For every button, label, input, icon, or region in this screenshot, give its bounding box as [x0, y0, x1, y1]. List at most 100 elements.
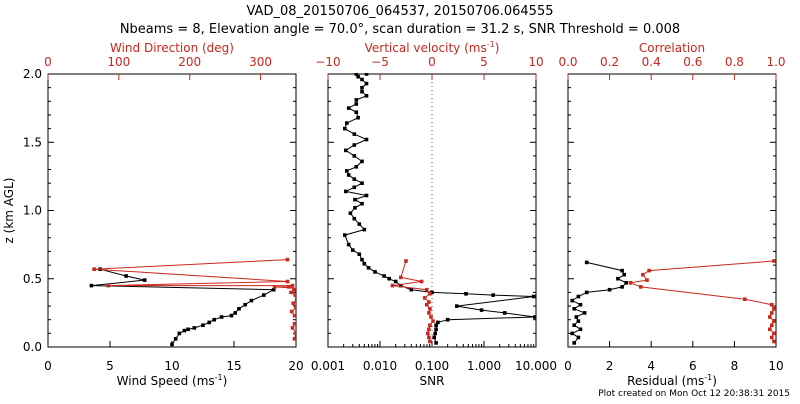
x-bottom-tick-label: 0	[564, 359, 572, 373]
data-point	[360, 159, 364, 164]
data-point	[434, 341, 438, 345]
data-point	[432, 335, 436, 340]
x-bottom-tick-label: 8	[731, 359, 739, 373]
data-point	[356, 115, 360, 120]
data-point	[393, 279, 398, 284]
data-point	[647, 268, 651, 273]
data-point	[433, 331, 437, 336]
data-point	[645, 278, 649, 282]
data-point	[429, 315, 433, 319]
data-point	[354, 98, 359, 102]
data-point	[578, 327, 583, 332]
data-point	[419, 279, 424, 284]
data-point	[295, 286, 296, 291]
data-point	[354, 102, 359, 106]
x-bottom-tick-label: 1.000	[467, 359, 501, 373]
data-point	[285, 279, 290, 284]
data-point	[445, 317, 450, 322]
x-top-axis-label: Wind Direction (deg)	[110, 41, 234, 55]
data-point	[434, 323, 438, 327]
data-point	[292, 337, 296, 341]
data-point	[289, 309, 294, 314]
x-top-tick-label: 100	[107, 55, 130, 69]
data-point	[404, 259, 408, 263]
data-point	[607, 287, 612, 292]
data-point	[533, 315, 536, 319]
x-bottom-tick-label: 5	[106, 359, 114, 373]
data-point	[352, 154, 357, 158]
data-point	[616, 276, 620, 281]
data-point	[360, 201, 364, 206]
x-bottom-tick-label: 10	[164, 359, 179, 373]
data-point	[624, 281, 628, 285]
data-point	[170, 342, 174, 347]
data-point	[182, 328, 187, 333]
data-point	[360, 89, 364, 94]
data-point	[249, 298, 254, 303]
data-point	[360, 181, 364, 185]
data-point	[628, 281, 633, 285]
data-point	[582, 311, 587, 315]
series-red	[92, 257, 296, 341]
x-top-axis-label: Correlation	[639, 41, 705, 55]
data-point	[207, 320, 211, 325]
x-top-tick-label: 0	[428, 55, 436, 69]
data-point	[743, 297, 747, 301]
data-point	[364, 94, 369, 98]
x-top-tick-label: 0.6	[683, 55, 702, 69]
data-point	[233, 311, 237, 315]
data-point	[620, 268, 624, 273]
data-point	[346, 242, 351, 247]
data-point	[572, 341, 576, 345]
data-point	[357, 222, 362, 226]
x-top-tick-label: 0.4	[642, 55, 661, 69]
data-point	[290, 283, 295, 288]
data-point	[201, 323, 205, 327]
data-point	[356, 74, 360, 79]
data-point	[142, 278, 147, 282]
data-point	[574, 315, 579, 319]
x-bottom-tick-label: 0	[44, 359, 52, 373]
data-point	[294, 297, 296, 301]
data-point	[622, 272, 626, 277]
data-point	[362, 227, 367, 232]
data-point	[578, 302, 583, 307]
data-point	[345, 169, 349, 173]
data-point	[639, 285, 643, 289]
data-point	[502, 311, 507, 315]
data-point	[387, 276, 391, 281]
data-point	[219, 315, 224, 319]
data-point	[427, 335, 431, 340]
data-point	[364, 73, 369, 76]
data-point	[572, 323, 576, 327]
data-point	[354, 110, 359, 114]
data-point	[409, 287, 414, 292]
data-point	[352, 216, 357, 221]
data-point	[357, 252, 362, 256]
data-point	[426, 331, 430, 336]
data-point	[285, 257, 290, 262]
data-point	[399, 275, 403, 280]
y-tick-label: 0.0	[23, 340, 42, 354]
data-point	[292, 313, 296, 318]
data-point	[570, 331, 574, 336]
data-point	[428, 307, 432, 311]
data-point	[106, 283, 110, 288]
data-point	[351, 248, 355, 252]
panel-residual: 0 2 4 6 8 10 Residual (ms-1) 0.0 0.2 0.4 0.6 0.8 1.0…	[558, 41, 785, 388]
data-point	[576, 319, 581, 323]
data-point	[584, 290, 589, 295]
data-point	[364, 137, 369, 142]
x-top-tick-label: 0.0	[558, 55, 577, 69]
data-point	[398, 283, 403, 288]
data-point	[272, 285, 277, 289]
data-point	[348, 211, 353, 215]
data-point	[352, 132, 357, 136]
data-point	[229, 313, 234, 318]
data-point	[291, 301, 295, 306]
data-point	[431, 319, 435, 323]
data-point	[352, 185, 357, 190]
data-point	[430, 290, 434, 295]
data-point	[455, 304, 459, 308]
